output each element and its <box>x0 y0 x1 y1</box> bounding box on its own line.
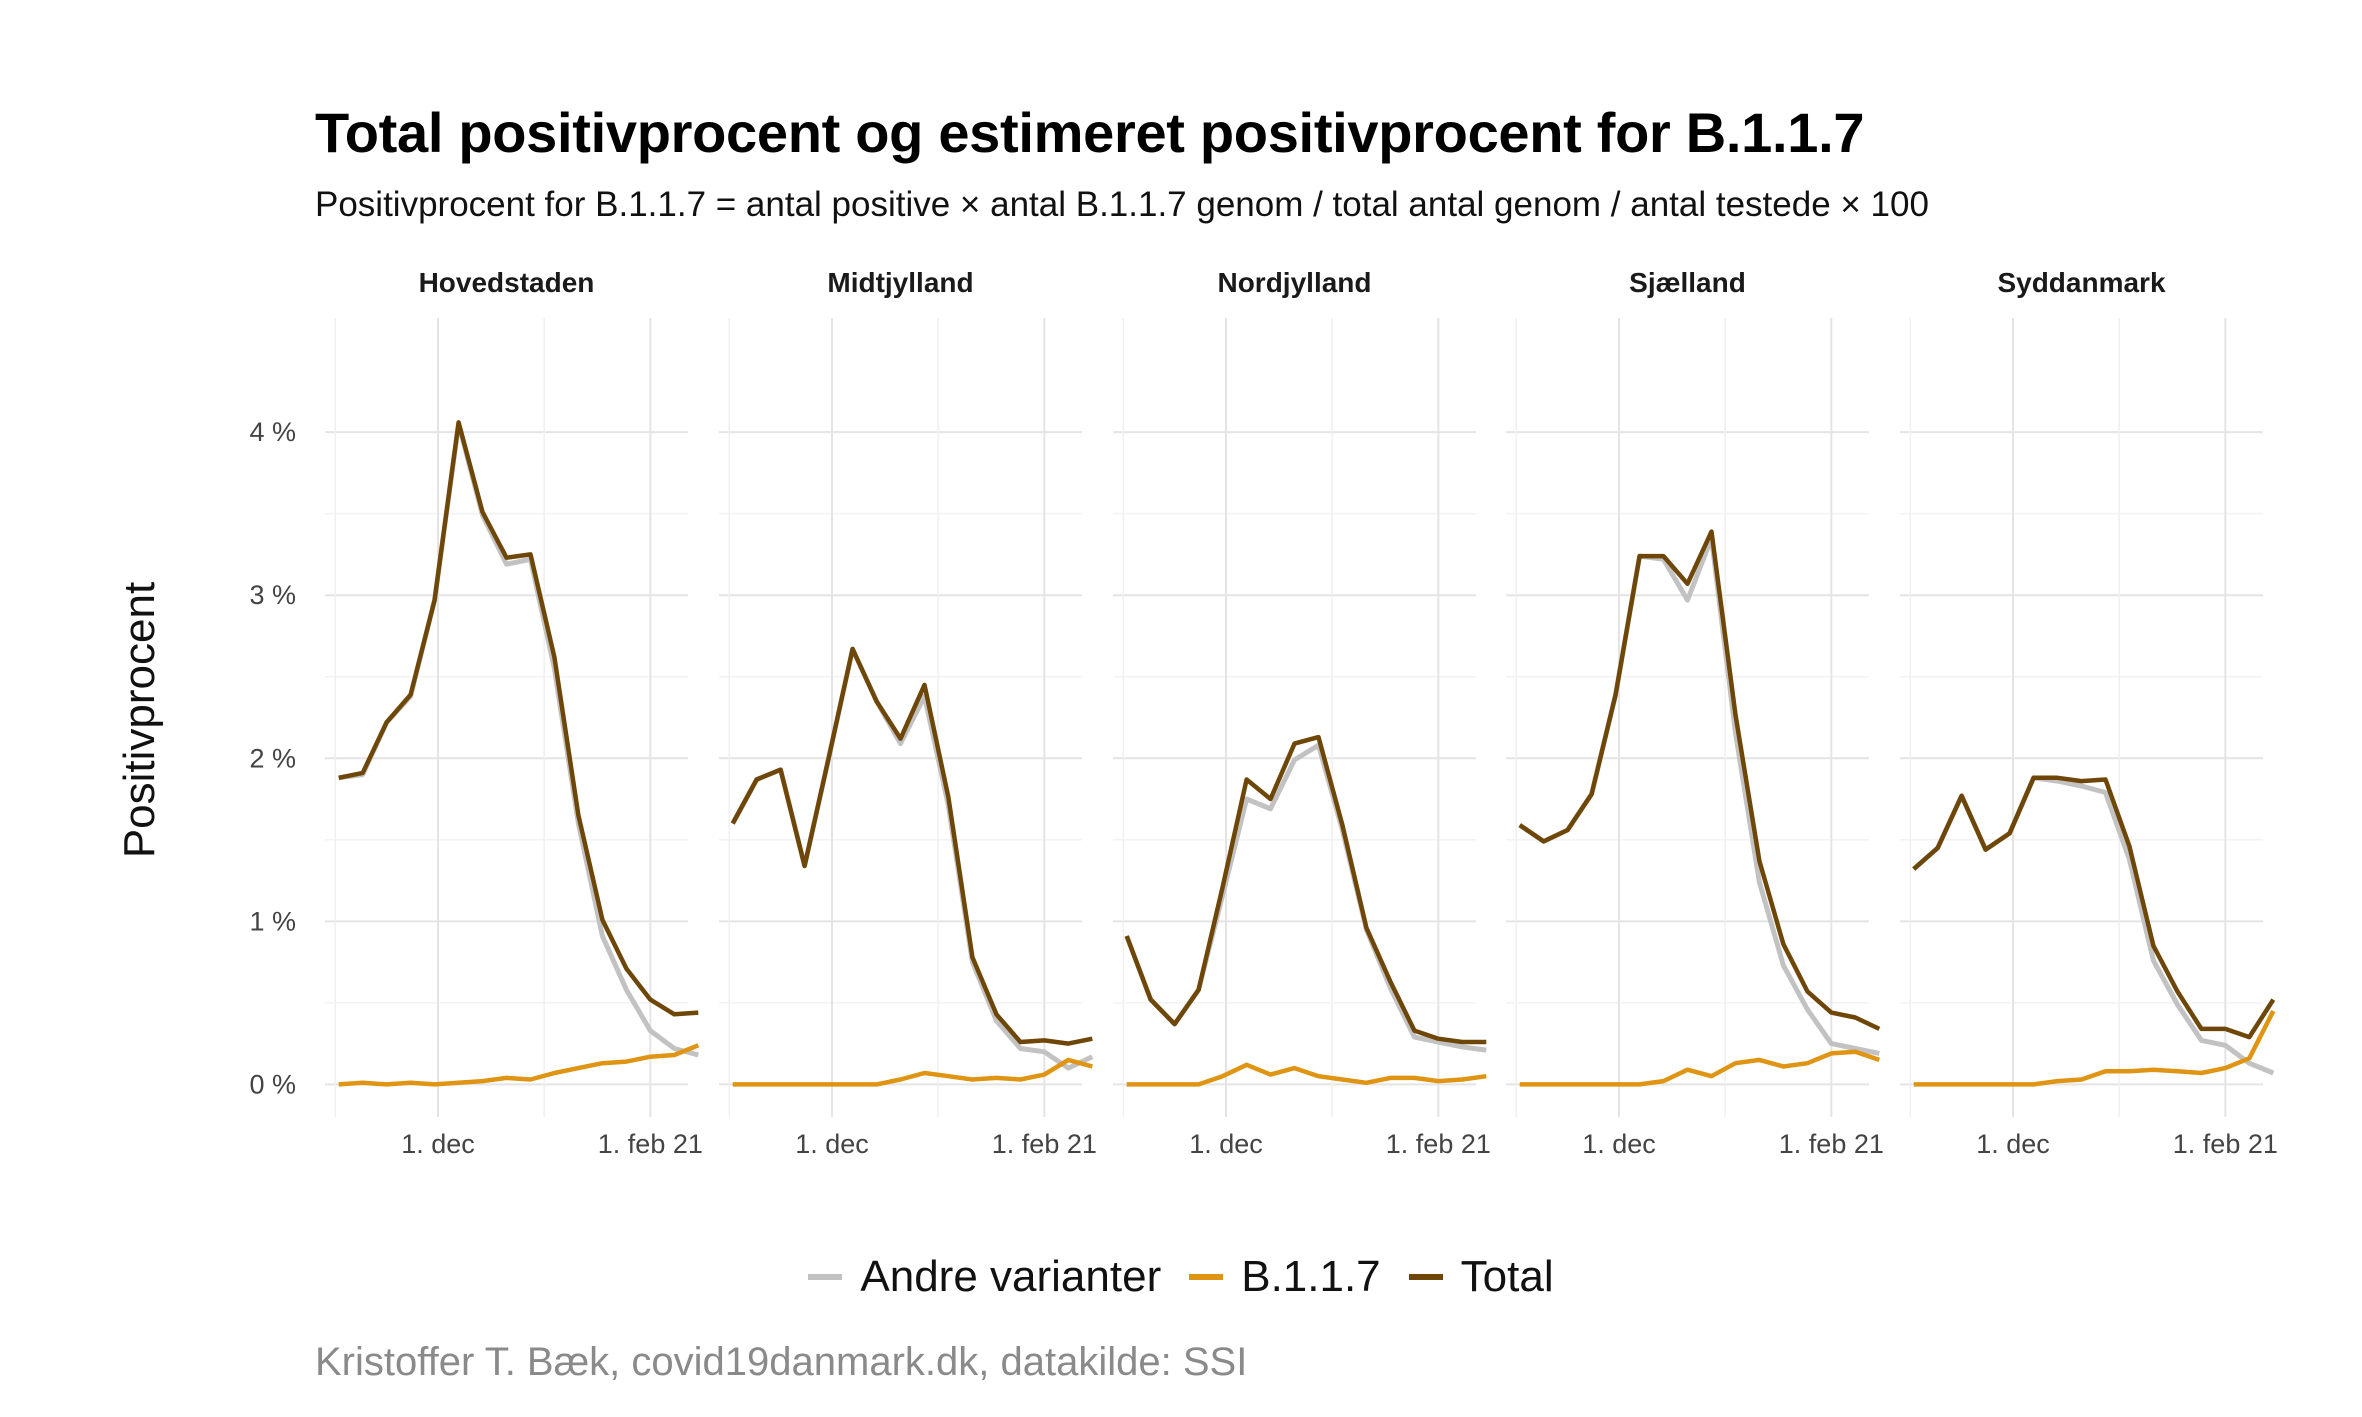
x-tick-label: 1. dec <box>1976 1129 2050 1159</box>
series-line-andre-2 <box>1124 742 1487 1053</box>
chart-caption: Kristoffer T. Bæk, covid19danmark.dk, da… <box>315 1340 1248 1384</box>
facet-label-2: Nordjylland <box>1217 267 1371 298</box>
facet-label-1: Midtjylland <box>827 267 973 298</box>
x-tick-label: 1. dec <box>1582 1129 1656 1159</box>
x-tick-label: 1. feb 21 <box>598 1129 703 1159</box>
y-tick-label: 4 % <box>249 417 296 447</box>
x-tick-label: 1. feb 21 <box>1386 1129 1491 1159</box>
series-line-total-1 <box>730 646 1093 1046</box>
series-line-b117-3 <box>1519 1049 1881 1087</box>
series-line-andre-0 <box>338 421 699 1058</box>
chart-title: Total positivprocent og estimeret positi… <box>315 101 1865 164</box>
series-line-b117-1 <box>732 1057 1093 1087</box>
legend-item-total: Total <box>1408 1252 1554 1302</box>
legend: Andre varianter B.1.1.7 Total <box>0 1252 2362 1302</box>
y-tick-label: 2 % <box>249 743 296 773</box>
x-tick-label: 1. dec <box>401 1129 475 1159</box>
legend-swatch-andre <box>808 1274 843 1280</box>
series-line-total-2 <box>1124 734 1487 1045</box>
legend-label-total: Total <box>1460 1252 1554 1301</box>
x-tick-label: 1. dec <box>1189 1129 1263 1159</box>
y-tick-label: 1 % <box>249 906 296 936</box>
series-line-b117-4 <box>1913 1009 2276 1087</box>
legend-label-andre: Andre varianter <box>860 1252 1162 1301</box>
x-tick-label: 1. feb 21 <box>992 1129 1097 1159</box>
legend-label-b117: B.1.1.7 <box>1241 1252 1381 1301</box>
x-tick-label: 1. dec <box>795 1129 869 1159</box>
x-tick-label: 1. feb 21 <box>2173 1129 2278 1159</box>
facet-label-0: Hovedstaden <box>419 267 595 298</box>
legend-item-b117: B.1.1.7 <box>1189 1252 1381 1302</box>
facet-label-3: Sjælland <box>1629 267 1746 298</box>
series-line-total-3 <box>1518 529 1881 1031</box>
chart-subtitle: Positivprocent for B.1.1.7 = antal posit… <box>315 185 1929 224</box>
series-line-andre-3 <box>1518 535 1880 1056</box>
x-tick-label: 1. feb 21 <box>1779 1129 1884 1159</box>
facet-label-4: Syddanmark <box>1997 267 2165 298</box>
series-line-total-0 <box>338 420 699 1017</box>
y-tick-label: 3 % <box>249 580 296 610</box>
series-line-b117-0 <box>338 1043 700 1087</box>
series-line-b117-2 <box>1126 1062 1487 1087</box>
y-tick-label: 0 % <box>249 1069 296 1099</box>
legend-swatch-b117 <box>1189 1274 1224 1280</box>
legend-swatch-total <box>1408 1274 1443 1280</box>
legend-item-andre: Andre varianter <box>808 1252 1161 1302</box>
series-line-total-4 <box>1912 775 2276 1040</box>
